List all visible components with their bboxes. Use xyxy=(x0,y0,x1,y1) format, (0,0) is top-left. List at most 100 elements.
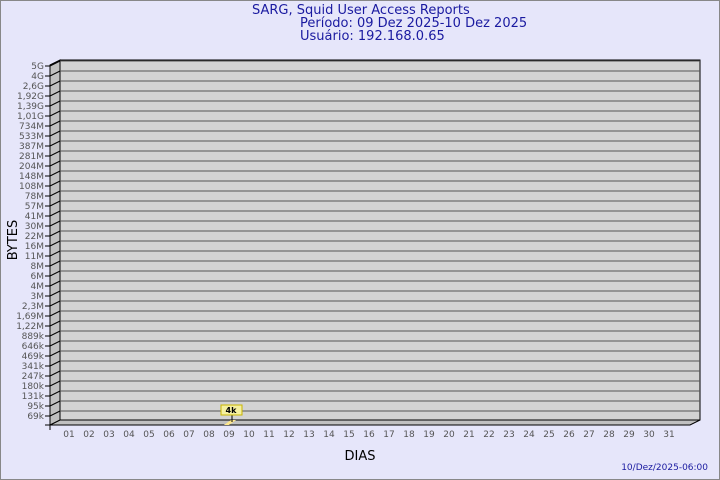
x-tick-label: 01 xyxy=(63,430,74,440)
grid-diagonal xyxy=(49,410,61,417)
x-tick-label: 29 xyxy=(623,430,635,440)
grid-diagonal xyxy=(49,80,61,87)
y-tick-label: 11M xyxy=(25,252,44,262)
grid-diagonal xyxy=(49,210,61,217)
x-tick-label: 23 xyxy=(503,430,514,440)
y-tick-label: 4G xyxy=(31,72,44,82)
y-tick-label: 78M xyxy=(25,192,44,202)
x-tick-label: 12 xyxy=(283,430,294,440)
y-tick-label: 2,6G xyxy=(23,82,44,92)
x-tick-label: 21 xyxy=(463,430,474,440)
bar-day-09 xyxy=(224,420,236,425)
grid-diagonal xyxy=(49,280,61,287)
x-tick-label: 13 xyxy=(303,430,314,440)
grid-diagonal xyxy=(49,170,61,177)
y-tick-label: 5G xyxy=(31,62,44,72)
grid-diagonal xyxy=(49,200,61,207)
grid-diagonal xyxy=(49,110,61,117)
y-tick-label: 1,22M xyxy=(16,322,44,332)
grid-diagonal xyxy=(49,180,61,187)
x-tick-label: 10 xyxy=(243,430,255,440)
x-tick-label: 02 xyxy=(83,430,94,440)
grid-diagonal xyxy=(49,140,61,147)
grid-diagonal xyxy=(49,400,61,407)
x-tick-label: 05 xyxy=(143,430,154,440)
y-tick-label: 281M xyxy=(19,152,44,162)
grid-diagonal xyxy=(49,350,61,357)
y-tick-label: 131k xyxy=(22,392,45,402)
x-tick-label: 19 xyxy=(423,430,435,440)
y-tick-label: 180k xyxy=(22,382,45,392)
grid-diagonal xyxy=(49,270,61,277)
y-tick-label: 387M xyxy=(19,142,44,152)
y-tick-label: 95k xyxy=(27,402,44,412)
grid-diagonal xyxy=(49,90,61,97)
x-tick-label: 03 xyxy=(103,430,114,440)
grid-diagonal xyxy=(49,230,61,237)
timestamp: 10/Dez/2025-06:00 xyxy=(621,463,708,473)
grid-diagonal xyxy=(49,130,61,137)
x-tick-label: 14 xyxy=(323,430,335,440)
grid-diagonal xyxy=(49,310,61,317)
y-tick-label: 533M xyxy=(19,132,44,142)
grid-diagonal xyxy=(49,190,61,197)
period-label: Período: 09 Dez 2025-10 Dez 2025 xyxy=(300,16,528,31)
y-tick-label: 41M xyxy=(25,212,44,222)
y-tick-label: 2,3M xyxy=(22,302,44,312)
x-tick-label: 15 xyxy=(343,430,354,440)
chart-title: SARG, Squid User Access Reports xyxy=(252,3,470,18)
x-axis-label: DIAS xyxy=(345,449,376,464)
grid-diagonal xyxy=(49,260,61,267)
y-tick-label: 341k xyxy=(22,362,45,372)
x-tick-label: 08 xyxy=(203,430,215,440)
grid-diagonal xyxy=(49,360,61,367)
y-tick-label: 3M xyxy=(31,292,45,302)
grid-diagonal xyxy=(49,340,61,347)
y-tick-label: 1,01G xyxy=(17,112,44,122)
y-tick-label: 8M xyxy=(31,262,45,272)
grid-diagonal xyxy=(49,160,61,167)
y-tick-label: 4M xyxy=(31,282,45,292)
x-tick-label: 07 xyxy=(183,430,194,440)
bar-label: 4k xyxy=(226,406,238,415)
x-tick-label: 11 xyxy=(263,430,274,440)
y-tick-label: 22M xyxy=(25,232,44,242)
y-tick-label: 1,69M xyxy=(16,312,44,322)
y-tick-label: 247k xyxy=(22,372,45,382)
y-tick-label: 148M xyxy=(19,172,44,182)
x-tick-label: 16 xyxy=(363,430,375,440)
x-tick-label: 26 xyxy=(563,430,575,440)
y-tick-label: 889k xyxy=(22,332,45,342)
y-axis-label: BYTES xyxy=(6,220,21,261)
y-tick-label: 69k xyxy=(27,412,44,422)
grid-diagonal xyxy=(49,240,61,247)
grid-diagonal xyxy=(49,120,61,127)
y-tick-label: 6M xyxy=(31,272,45,282)
y-tick-label: 646k xyxy=(22,342,45,352)
x-tick-label: 22 xyxy=(483,430,494,440)
x-tick-label: 24 xyxy=(523,430,535,440)
grid-diagonal xyxy=(49,380,61,387)
grid-diagonal xyxy=(49,220,61,227)
y-tick-label: 469k xyxy=(22,352,45,362)
grid-diagonal xyxy=(49,60,61,67)
y-tick-label: 16M xyxy=(25,242,44,252)
grid-diagonal xyxy=(49,290,61,297)
x-tick-label: 06 xyxy=(163,430,175,440)
grid-diagonal xyxy=(49,250,61,257)
user-label: Usuário: 192.168.0.65 xyxy=(300,29,445,44)
grid-diagonal xyxy=(49,300,61,307)
grid-diagonal xyxy=(49,370,61,377)
y-tick-label: 57M xyxy=(25,202,44,212)
y-tick-label: 1,92G xyxy=(17,92,44,102)
y-tick-label: 1,39G xyxy=(17,102,44,112)
plot-wall xyxy=(59,59,701,421)
grid-diagonal xyxy=(49,150,61,157)
grid-diagonal xyxy=(49,330,61,337)
y-tick-label: 204M xyxy=(19,162,44,172)
x-tick-label: 28 xyxy=(603,430,615,440)
grid-diagonal xyxy=(49,390,61,397)
x-tick-label: 25 xyxy=(543,430,554,440)
grid-diagonal xyxy=(49,70,61,77)
grid-diagonal xyxy=(49,100,61,107)
